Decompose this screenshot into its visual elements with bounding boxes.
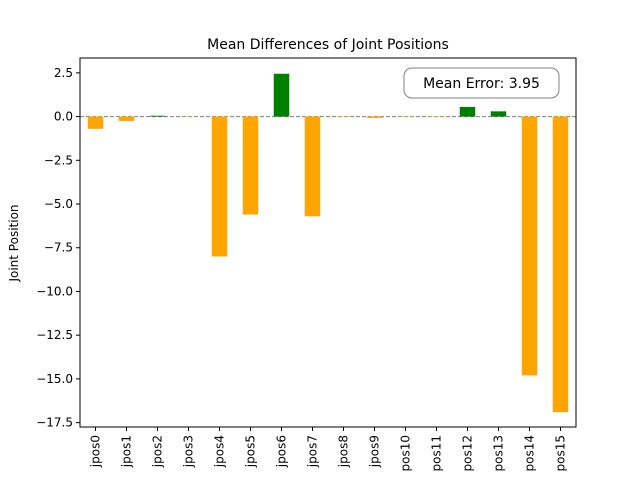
- x-tick-label: jpos5: [244, 435, 258, 468]
- annotation-box: [403, 67, 560, 99]
- bar-jpos7: [304, 116, 321, 217]
- chart-title: Mean Differences of Joint Positions: [207, 37, 449, 53]
- x-tick-label: jpos2: [151, 435, 165, 468]
- y-tick-label: −7.5: [44, 241, 73, 255]
- bar-jpos9: [366, 116, 383, 118]
- bar-pos15: [552, 116, 569, 413]
- plot-area: 2.5 0.0 −2.5 −5.0 −7.5 −10.0 −12.5 −15.0 −17.5 jp…: [36, 57, 577, 471]
- x-tick-label: pos13: [492, 435, 506, 471]
- x-tick-label: pos12: [461, 435, 475, 471]
- annotation-text: Mean Error: 3.95: [423, 76, 540, 92]
- plot-frame: [79, 57, 577, 428]
- y-axis-label: Joint Position: [7, 204, 21, 282]
- bar-jpos0: [87, 116, 104, 129]
- x-tick-label: pos15: [554, 435, 568, 471]
- y-tick-label: 0.0: [54, 110, 73, 124]
- x-tick-label: pos14: [523, 435, 537, 471]
- bar-jpos4: [211, 116, 228, 257]
- x-tick-label: jpos4: [213, 435, 227, 468]
- bar-pos14: [521, 116, 538, 376]
- y-tick-label: −5.0: [44, 197, 73, 211]
- bar-pos13: [490, 111, 507, 117]
- x-tick-label: jpos1: [120, 435, 134, 468]
- y-tick-label: −17.5: [36, 416, 73, 430]
- bar-jpos6: [273, 73, 290, 117]
- x-tick-label: jpos6: [275, 435, 289, 468]
- annotation: Mean Error: 3.95: [403, 67, 560, 99]
- y-tick-label: −10.0: [36, 284, 73, 298]
- x-tick-label: jpos3: [182, 435, 196, 468]
- y-tick-label: 2.5: [54, 66, 73, 80]
- x-tick-label: jpos8: [337, 435, 351, 468]
- y-tick-label: −2.5: [44, 153, 73, 167]
- x-tick-label: jpos9: [368, 435, 382, 468]
- y-tick-label: −12.5: [36, 328, 73, 342]
- x-tick-label: pos10: [399, 435, 413, 471]
- bar-jpos2: [149, 115, 166, 117]
- x-tick-label: jpos7: [306, 435, 320, 468]
- bar-jpos5: [242, 116, 259, 215]
- x-tick-label: jpos0: [89, 435, 103, 468]
- x-tick-label: pos11: [430, 435, 444, 471]
- bar-jpos1: [118, 116, 135, 121]
- y-tick-label: −15.0: [36, 372, 73, 386]
- bar-pos12: [459, 106, 476, 117]
